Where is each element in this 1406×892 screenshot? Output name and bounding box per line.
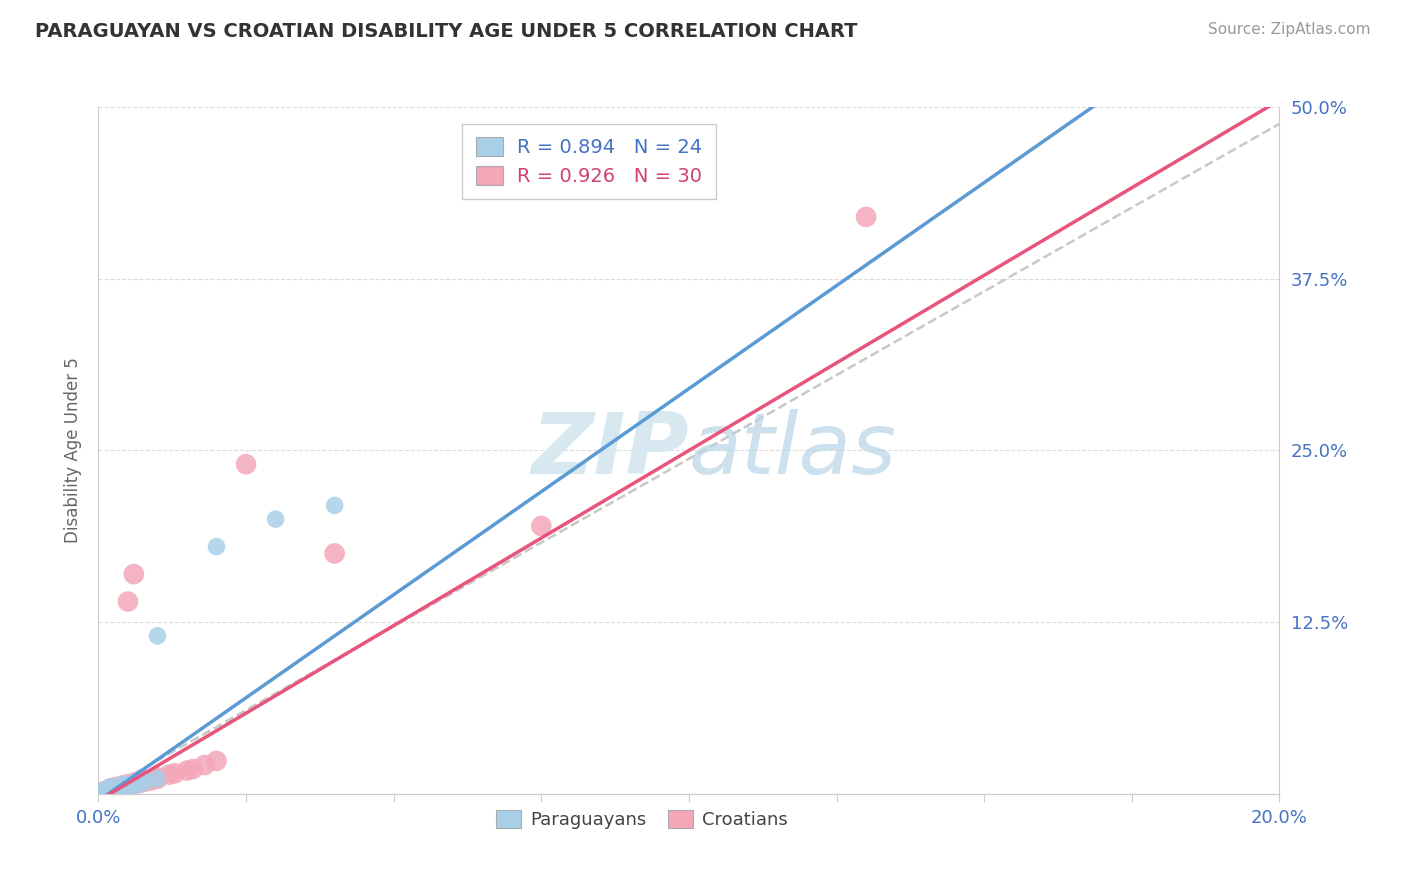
- Point: [111, 781, 134, 796]
- Point: [122, 777, 145, 791]
- Point: [93, 784, 115, 798]
- Point: [111, 779, 134, 793]
- Point: [105, 781, 128, 796]
- Text: atlas: atlas: [689, 409, 897, 492]
- Point: [105, 782, 128, 797]
- Point: [205, 540, 228, 554]
- Point: [98, 780, 121, 794]
- Point: [165, 766, 187, 780]
- Point: [128, 777, 150, 791]
- Point: [855, 210, 877, 224]
- Legend: Paraguayans, Croatians: Paraguayans, Croatians: [488, 803, 794, 837]
- Point: [122, 567, 145, 582]
- Point: [105, 781, 128, 796]
- Point: [146, 772, 169, 786]
- Point: [128, 776, 150, 790]
- Point: [98, 784, 121, 798]
- Point: [323, 546, 346, 561]
- Point: [146, 771, 169, 785]
- Point: [122, 779, 145, 793]
- Point: [141, 773, 163, 788]
- Point: [98, 782, 121, 797]
- Text: PARAGUAYAN VS CROATIAN DISABILITY AGE UNDER 5 CORRELATION CHART: PARAGUAYAN VS CROATIAN DISABILITY AGE UN…: [35, 22, 858, 41]
- Text: ZIP: ZIP: [531, 409, 689, 492]
- Point: [135, 773, 157, 788]
- Point: [122, 776, 145, 790]
- Point: [111, 777, 134, 791]
- Point: [93, 785, 115, 799]
- Point: [194, 758, 217, 772]
- Point: [122, 776, 145, 790]
- Point: [93, 784, 115, 798]
- Point: [157, 767, 180, 781]
- Point: [235, 457, 257, 471]
- Point: [105, 780, 128, 794]
- Point: [105, 780, 128, 794]
- Point: [264, 512, 287, 526]
- Point: [146, 772, 169, 786]
- Point: [135, 774, 157, 789]
- Point: [98, 782, 121, 797]
- Point: [98, 781, 121, 796]
- Point: [205, 754, 228, 768]
- Point: [117, 777, 139, 791]
- Point: [117, 780, 139, 794]
- Point: [176, 764, 198, 778]
- Point: [146, 629, 169, 643]
- Point: [181, 762, 204, 776]
- Point: [93, 782, 115, 797]
- Point: [111, 779, 134, 793]
- Point: [117, 594, 139, 608]
- Point: [128, 774, 150, 789]
- Text: Source: ZipAtlas.com: Source: ZipAtlas.com: [1208, 22, 1371, 37]
- Y-axis label: Disability Age Under 5: Disability Age Under 5: [65, 358, 83, 543]
- Point: [323, 499, 346, 513]
- Point: [117, 779, 139, 793]
- Point: [117, 777, 139, 791]
- Point: [135, 774, 157, 789]
- Point: [530, 519, 553, 533]
- Point: [98, 781, 121, 796]
- Point: [111, 780, 134, 794]
